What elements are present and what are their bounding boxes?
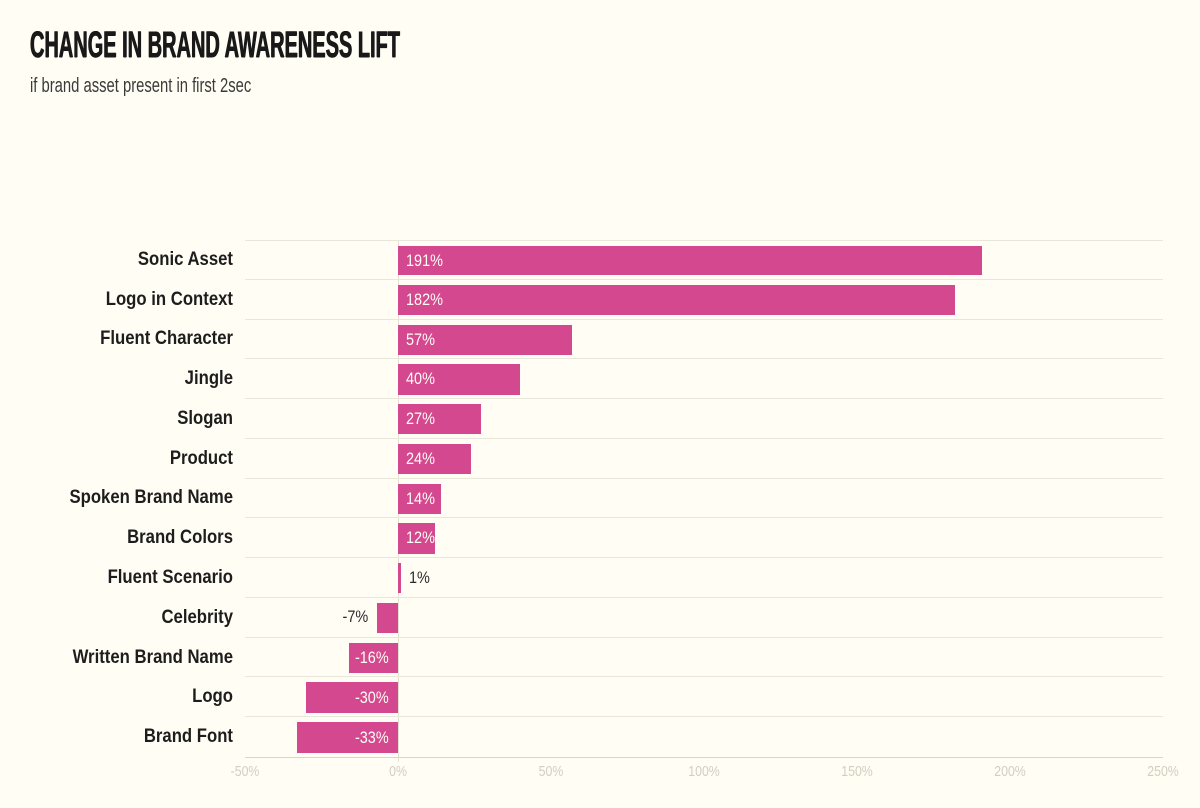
chart-row: Jingle 40% — [0, 359, 1200, 400]
bar-track: 12% — [245, 518, 1163, 559]
bar-track: 40% — [245, 359, 1163, 400]
chart-row: Brand Font -33% — [0, 717, 1200, 757]
category-label: Written Brand Name — [72, 646, 233, 668]
bar: 24% — [397, 443, 472, 475]
chart-title: CHANGE IN BRAND AWARENESS LIFT — [30, 24, 401, 65]
chart-row: Sonic Asset 191% — [0, 240, 1200, 280]
category-label: Spoken Brand Name — [69, 487, 233, 509]
bar-track: 14% — [245, 479, 1163, 519]
value-label: -7% — [342, 607, 369, 627]
bar: 191% — [397, 246, 983, 276]
chart-row: Fluent Character 57% — [0, 320, 1200, 360]
bar — [397, 563, 402, 594]
bar-track: 57% — [245, 320, 1163, 360]
chart-row: Celebrity -7% — [0, 598, 1200, 638]
bar-track: 24% — [245, 439, 1163, 479]
bar: -33% — [297, 722, 398, 754]
chart-row: Brand Colors 12% — [0, 518, 1200, 559]
chart-row: Spoken Brand Name 14% — [0, 479, 1200, 519]
chart-subtitle: if brand asset present in first 2sec — [30, 75, 252, 97]
bar: 12% — [397, 523, 435, 554]
value-label: 57% — [405, 329, 435, 349]
bar: 27% — [397, 404, 481, 435]
bar-track: 1% — [245, 558, 1163, 598]
category-label: Logo in Context — [105, 288, 233, 310]
bar-track: -16% — [245, 638, 1163, 678]
bar: 57% — [397, 324, 573, 355]
value-label: 191% — [405, 250, 443, 270]
chart-row: Product 24% — [0, 439, 1200, 479]
chart-row: Logo -30% — [0, 677, 1200, 718]
chart-row: Written Brand Name -16% — [0, 638, 1200, 678]
bar — [376, 602, 398, 634]
value-label: 12% — [405, 528, 435, 548]
value-label: -30% — [355, 687, 389, 707]
chart-row: Slogan 27% — [0, 399, 1200, 439]
bar: -30% — [306, 682, 398, 713]
chart-row: Logo in Context 182% — [0, 280, 1200, 320]
bar-track: 182% — [245, 280, 1163, 320]
bar-track: -7% — [245, 598, 1163, 638]
category-label: Fluent Scenario — [107, 567, 233, 588]
bar: 14% — [397, 483, 441, 514]
bar: 182% — [397, 284, 955, 316]
x-axis-tick-label: 200% — [994, 764, 1026, 780]
category-label: Fluent Character — [100, 328, 233, 350]
bar: 40% — [397, 364, 521, 395]
bar-track: -33% — [245, 717, 1163, 757]
category-label: Brand Colors — [127, 527, 233, 549]
x-axis-tick-label: -50% — [230, 764, 260, 780]
value-label: 27% — [405, 409, 435, 429]
value-label: -33% — [355, 727, 389, 747]
x-axis-tick-label: 50% — [538, 764, 564, 780]
category-label: Celebrity — [161, 606, 233, 628]
value-label: -16% — [355, 647, 389, 667]
chart-rows: Sonic Asset 191% Logo in Context 182% Fluent… — [0, 240, 1200, 757]
value-label: 182% — [405, 289, 443, 309]
category-label: Product — [169, 447, 233, 469]
x-axis-tick-label: 100% — [688, 764, 720, 780]
value-label: 40% — [405, 369, 435, 389]
bar-chart: Sonic Asset 191% Logo in Context 182% Fluent… — [0, 240, 1200, 800]
bar: -16% — [349, 642, 398, 673]
x-axis-labels: -50% 0% 50% 100% 150% 200% 250% — [231, 764, 1179, 784]
value-label: 1% — [409, 567, 430, 587]
category-label: Brand Font — [143, 726, 233, 748]
category-label: Jingle — [184, 368, 233, 390]
x-axis-tick-label: 150% — [841, 764, 873, 780]
x-axis-tick-label: 250% — [1147, 764, 1179, 780]
bar-track: 27% — [245, 399, 1163, 439]
chart-header: CHANGE IN BRAND AWARENESS LIFT if brand … — [30, 24, 715, 98]
bar-track: -30% — [245, 677, 1163, 718]
category-label: Logo — [192, 686, 233, 708]
bar-track: 191% — [245, 240, 1163, 280]
x-axis-tick-label: 0% — [389, 764, 407, 780]
category-label: Sonic Asset — [137, 248, 233, 270]
category-label: Slogan — [177, 407, 233, 429]
x-axis-line — [245, 757, 1163, 758]
value-label: 14% — [405, 488, 435, 508]
chart-row: Fluent Scenario 1% — [0, 558, 1200, 598]
value-label: 24% — [405, 448, 435, 468]
